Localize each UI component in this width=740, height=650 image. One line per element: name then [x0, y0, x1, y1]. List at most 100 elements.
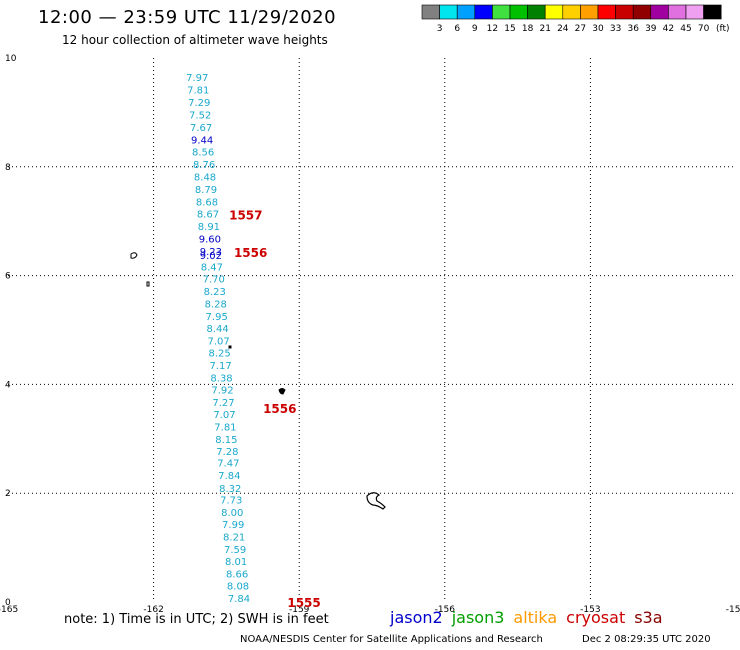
- wave-height-value: 7.47: [217, 459, 239, 470]
- island-shape: [228, 345, 232, 349]
- longitude-label: -165: [0, 605, 18, 615]
- wave-height-value: 7.59: [224, 545, 246, 556]
- wave-height-value: 8.47: [201, 262, 223, 273]
- island-shape: [130, 252, 138, 259]
- latitude-label: 8: [5, 163, 11, 173]
- latitude-label: 10: [5, 54, 17, 64]
- wave-height-value: 7.07: [208, 336, 230, 347]
- satellite-cryosat: cryosat: [566, 608, 626, 627]
- wave-height-value: 8.01: [225, 557, 247, 568]
- island-shape: [278, 388, 286, 395]
- wave-height-value: 8.91: [198, 222, 220, 233]
- color-scale-label: 9: [472, 24, 478, 34]
- wave-height-value: 8.66: [226, 570, 248, 581]
- chart-title: 12:00 — 23:59 UTC 11/29/2020: [38, 7, 337, 28]
- color-scale-label: 21: [539, 24, 550, 34]
- wave-height-value: 7.07: [213, 410, 235, 421]
- wave-height-value: 9.23: [200, 247, 222, 258]
- wave-height-value: 8.21: [223, 533, 245, 544]
- wave-height-value: 7.95: [206, 312, 228, 323]
- wave-height-value: 8.44: [207, 324, 229, 335]
- wave-height-value: 7.67: [190, 123, 212, 134]
- wave-height-value: 8.15: [215, 435, 237, 446]
- wave-height-value: 9.60: [199, 235, 221, 246]
- wave-height-value: 8.38: [210, 373, 232, 384]
- color-scale-label: 45: [680, 24, 691, 34]
- wave-height-value: 8.68: [196, 198, 218, 209]
- wave-height-value: 8.00: [221, 508, 243, 519]
- wave-height-value: 7.70: [203, 274, 225, 285]
- longitude-label: -153: [580, 605, 600, 615]
- wave-height-value: 8.25: [208, 348, 230, 359]
- wave-height-value: 7.97: [186, 73, 208, 84]
- wave-height-value: 7.27: [212, 398, 234, 409]
- wave-height-value: 8.76: [193, 160, 215, 171]
- wave-height-value: 8.28: [205, 299, 227, 310]
- longitude-label: -159: [289, 605, 310, 615]
- wave-height-value: 9.02: [200, 251, 222, 262]
- satellite-altika: altika: [513, 608, 558, 627]
- wave-height-value: 7.73: [220, 496, 242, 507]
- wave-height-value: 8.79: [195, 185, 217, 196]
- pass-time-labels: 1557 1556 1556 1555: [229, 209, 321, 610]
- latitude-label: 4: [5, 380, 11, 390]
- map-grid: -165 -162 -159 -156 -153 -150 0 2 4 6 8 10: [0, 54, 740, 615]
- wave-height-value: 7.99: [222, 520, 244, 531]
- wave-height-value: 7.81: [187, 86, 209, 97]
- wave-height-value: 7.92: [211, 385, 233, 396]
- wave-height-value: 9.44: [191, 136, 213, 147]
- wave-height-value: 7.84: [218, 471, 240, 482]
- wave-height-value: 8.67: [197, 210, 219, 221]
- wave-height-value: 7.17: [209, 361, 231, 372]
- satellite-jason3: jason3: [451, 608, 505, 627]
- color-scale-label: 15: [504, 24, 515, 34]
- color-scale-label: 3: [437, 24, 443, 34]
- wave-height-value: 7.84: [228, 594, 250, 605]
- color-scale-label: 12: [487, 24, 498, 34]
- pass-time-label: 1555: [287, 596, 320, 610]
- wave-height-value: 7.28: [216, 447, 238, 458]
- color-scale-label: 30: [592, 24, 604, 34]
- footer-center: NOAA/NESDIS Center for Satellite Applica…: [240, 634, 543, 645]
- pass-time-label: 1557: [229, 209, 262, 223]
- color-scale-label: 27: [575, 24, 586, 34]
- satellite-key: jason2 jason3 altika cryosat s3a: [390, 608, 672, 627]
- longitude-label: -162: [143, 605, 163, 615]
- island-shape: [146, 281, 150, 287]
- wave-height-value: 8.32: [219, 484, 241, 495]
- wave-height-values: 7.977.817.297.527.679.448.568.768.488.79…: [186, 73, 250, 605]
- pass-time-label: 1556: [263, 402, 296, 416]
- color-scale-unit: (ft): [716, 24, 730, 34]
- wave-height-value: 8.56: [192, 148, 214, 159]
- wave-height-value: 8.23: [204, 287, 226, 298]
- latitude-label: 2: [5, 489, 11, 499]
- color-scale-label: 39: [645, 24, 657, 34]
- footer-timestamp: Dec 2 08:29:35 UTC 2020: [582, 634, 711, 645]
- wave-height-value: 8.48: [194, 173, 216, 184]
- island-shape: [366, 492, 386, 510]
- color-scale-label: 70: [698, 24, 710, 34]
- color-scale-legend: 3 6 9 12 15 18 21 24 27 30 33 36 39 42 45 70 (ft): [421, 4, 730, 34]
- chart-subtitle: 12 hour collection of altimeter wave hei…: [62, 33, 328, 47]
- wave-height-value: 7.52: [189, 111, 211, 122]
- color-scale-label: 24: [557, 24, 569, 34]
- wave-height-value: 7.29: [188, 98, 210, 109]
- latitude-label: 6: [5, 272, 11, 282]
- color-scale-label: 36: [627, 24, 639, 34]
- color-scale-label: 33: [610, 24, 621, 34]
- longitude-label: -150: [726, 605, 740, 615]
- satellite-s3a: s3a: [634, 608, 663, 627]
- color-scale-label: 18: [522, 24, 534, 34]
- wave-height-value: 7.81: [214, 422, 236, 433]
- satellite-jason2: jason2: [390, 608, 443, 627]
- color-scale-label: 42: [663, 24, 674, 34]
- units-note: note: 1) Time is in UTC; 2) SWH is in fe…: [64, 612, 329, 627]
- color-swatch: [703, 4, 722, 20]
- pass-time-label: 1556: [234, 246, 267, 260]
- island-outlines: [130, 252, 386, 510]
- wave-height-value: 8.08: [227, 582, 249, 593]
- color-scale-label: 6: [454, 24, 460, 34]
- longitude-label: -156: [435, 605, 456, 615]
- latitude-label: 0: [5, 598, 11, 608]
